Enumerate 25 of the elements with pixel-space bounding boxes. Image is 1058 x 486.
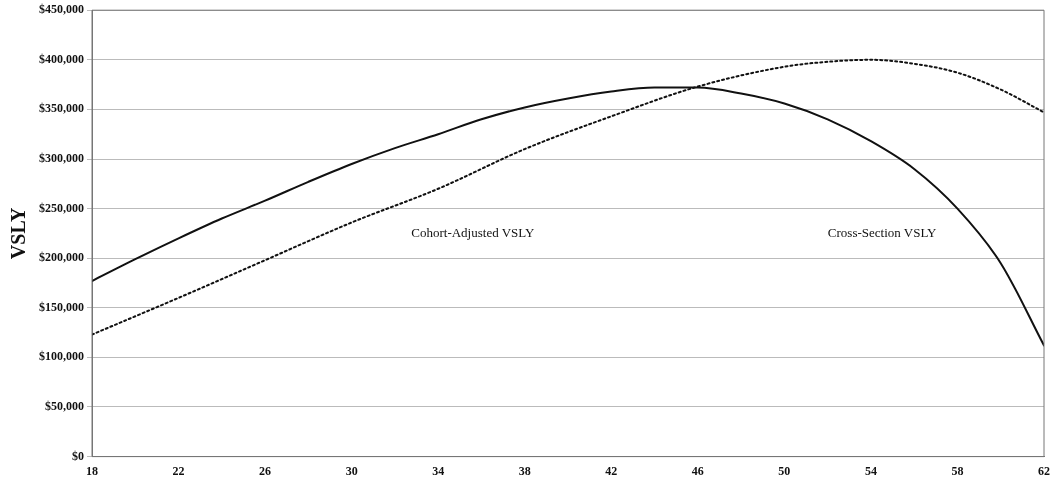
annotation: Cohort-Adjusted VSLY: [411, 224, 535, 240]
annotation: Cross-Section VSLY: [827, 224, 938, 240]
x-tick-label: 54: [864, 463, 877, 478]
y-tick-label: $200,000: [39, 250, 84, 265]
y-tick-label: $100,000: [39, 349, 84, 364]
x-tick-label: 46: [691, 463, 704, 478]
x-tick-label: 58: [951, 463, 964, 478]
x-tick-label: 50: [778, 463, 791, 478]
y-tick-label: $400,000: [39, 51, 84, 66]
y-tick-label: $250,000: [39, 200, 84, 215]
x-tick-label: 22: [172, 463, 185, 478]
x-tick-label: 18: [86, 463, 98, 478]
y-tick-label: $350,000: [39, 101, 84, 116]
y-tick-label: $50,000: [45, 399, 84, 414]
y-tick-label: $450,000: [39, 2, 84, 17]
x-tick-label: 62: [1038, 463, 1050, 478]
x-tick-label: 34: [432, 463, 445, 478]
x-tick-label: 26: [259, 463, 272, 478]
x-tick-label: 38: [518, 463, 531, 478]
y-tick-label: $0: [72, 448, 84, 463]
y-tick-label: $150,000: [39, 299, 84, 314]
x-tick-label: 30: [345, 463, 358, 478]
x-tick-label: 42: [605, 463, 618, 478]
y-axis-title: VSLY: [7, 207, 30, 260]
y-tick-label: $300,000: [39, 151, 84, 166]
